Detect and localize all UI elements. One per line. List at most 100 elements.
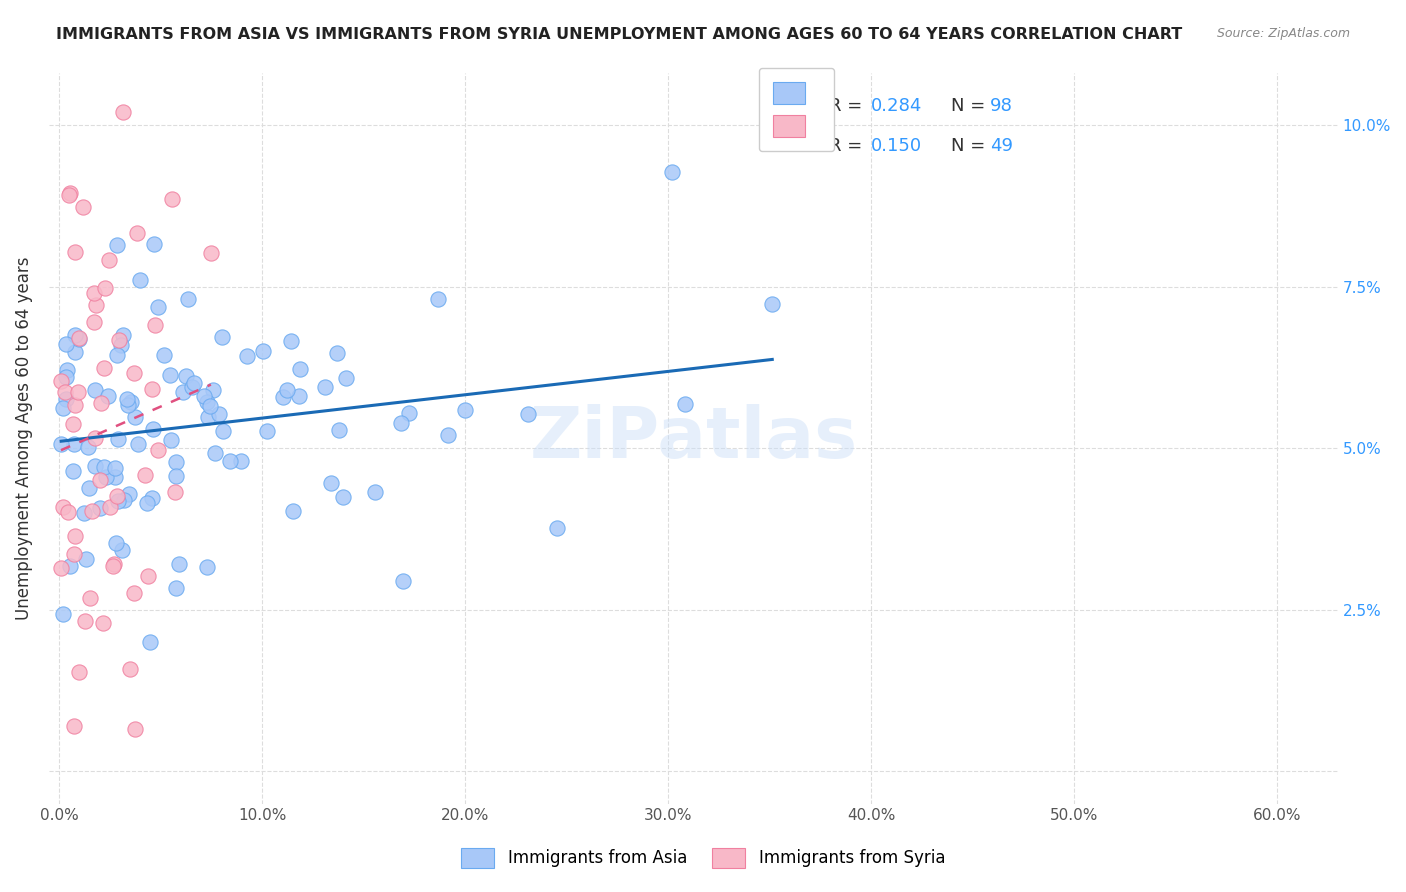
Point	[49, 437, 72, 451]
Point	[107, 432, 129, 446]
Point	[104, 469, 127, 483]
Point	[63, 547, 86, 561]
Point	[146, 443, 169, 458]
Point	[52, 401, 75, 415]
Text: N =: N =	[950, 137, 991, 155]
Point	[67, 332, 90, 346]
Point	[454, 402, 477, 417]
Point	[63, 327, 86, 342]
Point	[98, 500, 121, 514]
Point	[93, 615, 115, 630]
Point	[163, 484, 186, 499]
Point	[761, 297, 783, 311]
Point	[55, 369, 77, 384]
Point	[319, 475, 342, 490]
Point	[72, 200, 94, 214]
Point	[73, 506, 96, 520]
Text: ZiPatlas: ZiPatlas	[529, 404, 858, 473]
Point	[49, 561, 72, 575]
Point	[167, 557, 190, 571]
Point	[115, 392, 138, 407]
Point	[62, 464, 84, 478]
Point	[59, 559, 82, 574]
Text: Source: ZipAtlas.com: Source: ZipAtlas.com	[1216, 27, 1350, 40]
Point	[63, 719, 86, 733]
Point	[105, 238, 128, 252]
Point	[135, 496, 157, 510]
Text: R =: R =	[828, 97, 868, 115]
Point	[84, 430, 107, 444]
Point	[65, 398, 87, 412]
Point	[58, 187, 80, 202]
Point	[142, 421, 165, 435]
Point	[183, 376, 205, 390]
Point	[172, 384, 194, 399]
Point	[208, 407, 231, 421]
Point	[94, 281, 117, 295]
Point	[83, 286, 105, 301]
Point	[93, 460, 115, 475]
Point	[63, 529, 86, 543]
Point	[89, 473, 111, 487]
Point	[174, 368, 197, 383]
Point	[77, 481, 100, 495]
Point	[141, 382, 163, 396]
Point	[198, 400, 221, 414]
Point	[280, 334, 302, 348]
Text: 49: 49	[990, 137, 1012, 155]
Point	[94, 470, 117, 484]
Point	[673, 397, 696, 411]
Point	[93, 361, 115, 376]
Point	[180, 380, 202, 394]
Point	[314, 380, 336, 394]
Point	[236, 349, 259, 363]
Point	[141, 491, 163, 505]
Point	[160, 192, 183, 206]
Point	[84, 384, 107, 398]
Point	[104, 461, 127, 475]
Point	[177, 292, 200, 306]
Point	[218, 453, 240, 467]
Point	[122, 586, 145, 600]
Point	[127, 437, 149, 451]
Point	[398, 406, 420, 420]
Point	[101, 559, 124, 574]
Point	[326, 346, 349, 360]
Point	[67, 665, 90, 680]
Point	[118, 662, 141, 676]
Point	[200, 246, 222, 260]
Point	[197, 410, 219, 425]
Point	[193, 389, 215, 403]
Point	[136, 569, 159, 583]
Point	[273, 390, 295, 404]
Point	[67, 331, 90, 345]
Point	[516, 407, 538, 421]
Point	[105, 536, 128, 550]
Point	[212, 424, 235, 438]
Point	[276, 384, 298, 398]
Point	[202, 383, 225, 397]
Point	[211, 330, 233, 344]
Point	[281, 504, 304, 518]
Point	[195, 395, 218, 409]
Point	[124, 410, 146, 425]
Point	[129, 273, 152, 287]
Text: 0.150: 0.150	[872, 137, 922, 155]
Point	[546, 521, 568, 535]
Point	[84, 459, 107, 474]
Point	[77, 440, 100, 454]
Point	[159, 368, 181, 383]
Point	[120, 395, 142, 409]
Point	[105, 348, 128, 362]
Point	[287, 389, 309, 403]
Point	[75, 551, 97, 566]
Point	[112, 328, 135, 343]
Point	[55, 392, 77, 407]
Point	[256, 424, 278, 438]
Point	[79, 591, 101, 605]
Point	[103, 558, 125, 572]
Point	[195, 560, 218, 574]
Point	[82, 503, 104, 517]
Point	[110, 338, 132, 352]
Point	[56, 363, 79, 377]
